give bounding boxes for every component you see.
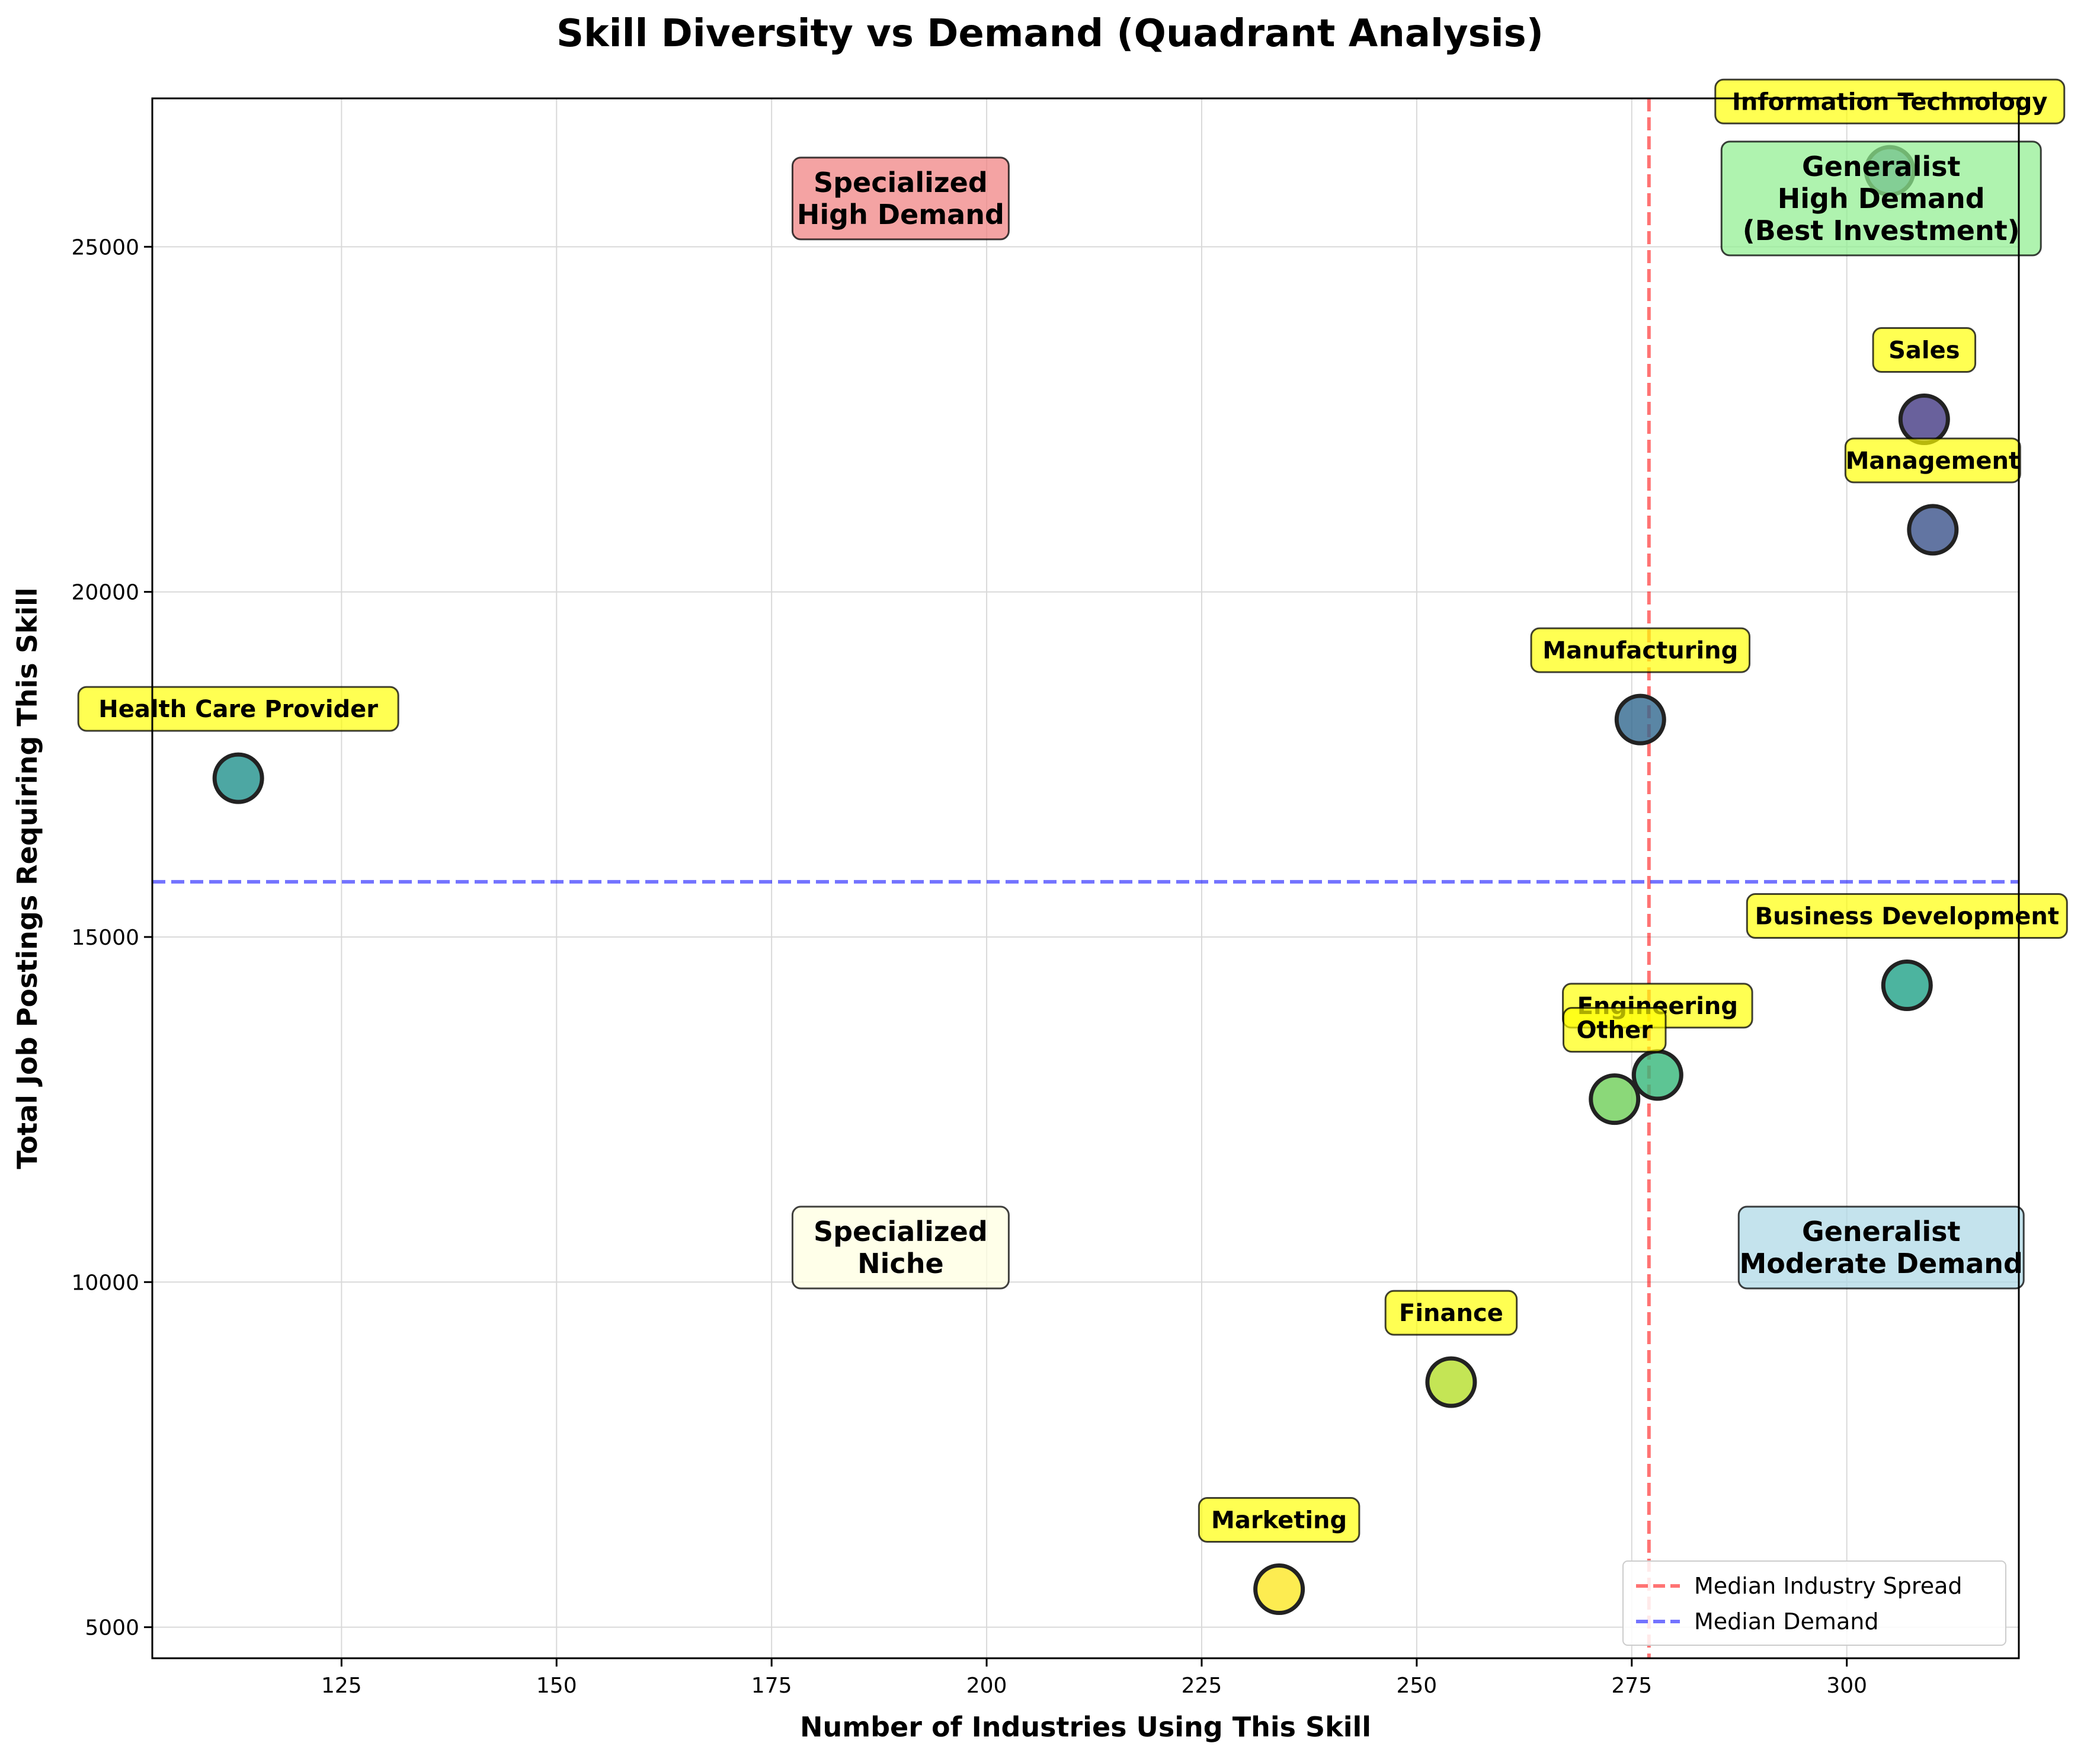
quadrant-label-line: Specialized <box>814 167 988 199</box>
data-label-box <box>1530 627 1751 673</box>
legend-box <box>1622 1560 2006 1646</box>
data-point <box>1881 960 1933 1012</box>
data-label-box <box>1872 327 1977 373</box>
quadrant-label-line: Niche <box>857 1248 943 1280</box>
data-label-box <box>1384 1290 1518 1336</box>
data-label-box <box>1746 893 2068 939</box>
data-label-box <box>1198 1497 1360 1543</box>
y-tick-label: 10000 <box>71 1271 139 1295</box>
median-lines <box>152 98 2019 1658</box>
grid <box>152 98 2019 1658</box>
data-point <box>1631 1049 1683 1101</box>
quadrant-label-line: High Demand <box>1778 183 1985 215</box>
y-tick-label: 25000 <box>71 235 139 260</box>
x-tick-label: 250 <box>1397 1674 1438 1698</box>
x-tick-label: 225 <box>1182 1674 1222 1698</box>
quadrant-label-line: (Best Investment) <box>1743 215 2020 247</box>
data-label: Finance <box>1399 1300 1503 1327</box>
data-label: Other <box>1577 1017 1653 1044</box>
data-label: Management <box>1846 447 2020 475</box>
data-point <box>1425 1356 1477 1408</box>
data-label-box <box>1562 1007 1667 1053</box>
x-tick-label: 150 <box>536 1674 577 1698</box>
legend-entry-label: Median Industry Spread <box>1694 1573 1963 1599</box>
quadrant-label-box <box>1720 140 2042 257</box>
quadrant-label-line: Generalist <box>1802 151 1961 183</box>
data-point <box>1253 1563 1305 1616</box>
data-label: Sales <box>1888 337 1960 364</box>
quadrant-label-box <box>1737 1205 2025 1290</box>
data-label: Health Care Provider <box>98 696 378 723</box>
quadrant-label-line: Generalist <box>1802 1216 1961 1248</box>
x-tick-label: 200 <box>966 1674 1007 1698</box>
data-label-box <box>1844 437 2021 484</box>
x-tick-label: 275 <box>1611 1674 1652 1698</box>
data-label-box <box>77 686 399 732</box>
quadrant-label-line: Specialized <box>814 1216 988 1248</box>
quadrant-label-box <box>791 156 1010 241</box>
axis-ticks: 125 150 175 200 225 250 275 300 5000 10000 15000 20… <box>71 235 1867 1698</box>
plot-frame <box>151 97 2020 1659</box>
x-axis-label: Number of Industries Using This Skill <box>800 1711 1371 1743</box>
data-points: Information Technology Sales Management Man… <box>77 78 2068 1616</box>
y-axis-label: Total Job Postings Requiring This Skill <box>11 587 43 1169</box>
data-point <box>1614 693 1666 746</box>
chart-title: Skill Diversity vs Demand (Quadrant Anal… <box>556 12 1544 56</box>
quadrant-label-line: High Demand <box>797 199 1004 231</box>
x-tick-label: 175 <box>751 1674 792 1698</box>
legend-entry-label: Median Demand <box>1694 1608 1878 1635</box>
x-tick-label: 300 <box>1826 1674 1867 1698</box>
data-label-box <box>1714 78 2066 124</box>
y-tick-label: 20000 <box>71 581 139 605</box>
y-tick-label: 15000 <box>71 926 139 950</box>
data-point <box>1589 1073 1641 1125</box>
data-label: Manufacturing <box>1542 637 1738 664</box>
data-point <box>1907 504 1959 556</box>
y-tick-label: 5000 <box>85 1616 139 1640</box>
quadrant-label-box <box>791 1205 1010 1290</box>
quadrant-label-line: Moderate Demand <box>1740 1248 2023 1280</box>
data-label: Business Development <box>1755 903 2059 930</box>
x-tick-label: 125 <box>321 1674 362 1698</box>
data-point <box>212 752 264 804</box>
legend: Median Industry Spread Median Demand <box>1622 1560 2006 1646</box>
data-point <box>1898 394 1950 446</box>
data-label: Marketing <box>1211 1507 1347 1534</box>
data-label: Information Technology <box>1732 88 2048 116</box>
